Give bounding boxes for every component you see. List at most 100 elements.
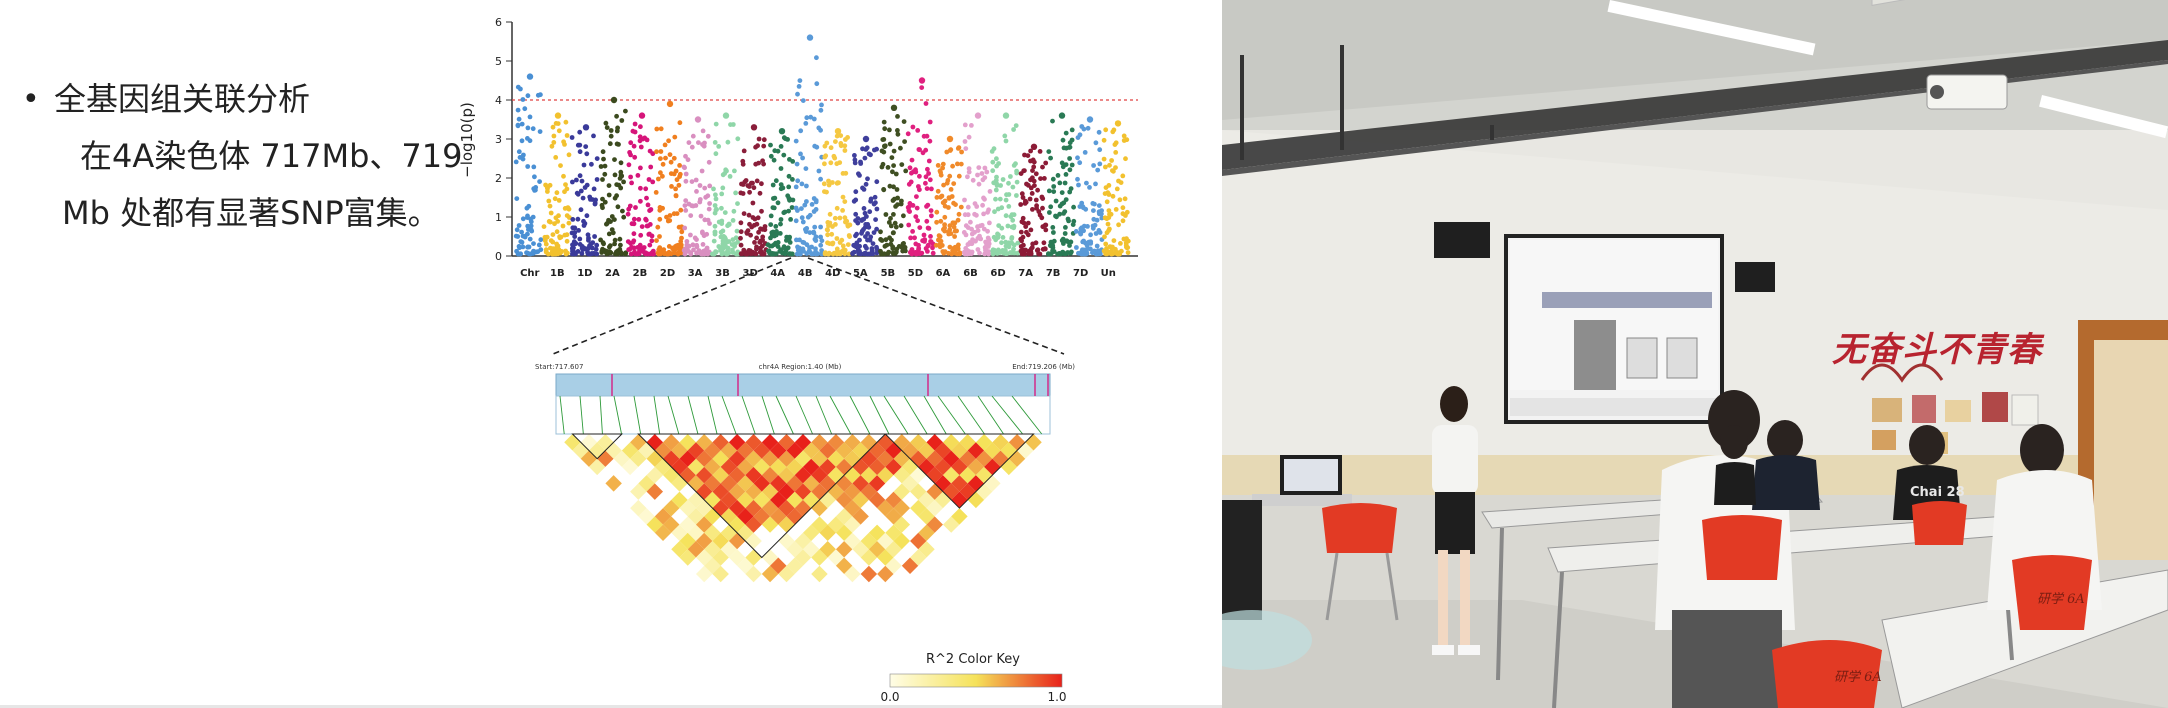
- y-tick-label: 3: [495, 133, 502, 146]
- ceiling-light-2: [2039, 94, 2168, 139]
- manhattan-point: [808, 114, 814, 120]
- x-axis-chromosome-label: 3B: [715, 268, 730, 279]
- manhattan-point: [977, 250, 982, 256]
- manhattan-point: [941, 182, 946, 188]
- manhattan-point: [631, 216, 637, 222]
- manhattan-point: [775, 240, 781, 245]
- manhattan-point: [712, 229, 718, 235]
- manhattan-point: [566, 152, 572, 158]
- manhattan-point: [688, 213, 694, 219]
- manhattan-point: [787, 197, 793, 203]
- manhattan-point: [781, 210, 787, 216]
- manhattan-point: [1103, 249, 1109, 255]
- manhattan-point: [771, 157, 777, 163]
- manhattan-point: [797, 237, 802, 243]
- manhattan-point: [638, 232, 644, 238]
- manhattan-point: [1051, 184, 1057, 189]
- manhattan-point: [924, 218, 930, 224]
- manhattan-point: [906, 222, 912, 228]
- manhattan-point: [1050, 118, 1055, 124]
- manhattan-point: [857, 248, 862, 254]
- manhattan-point: [686, 140, 692, 146]
- manhattan-point: [818, 234, 823, 240]
- manhattan-point: [840, 171, 846, 176]
- snp-connector-line: [923, 395, 947, 435]
- manhattan-point: [678, 207, 684, 213]
- ld-cell: [704, 491, 721, 509]
- manhattan-point: [898, 223, 904, 229]
- y-tick-label: 2: [495, 172, 502, 185]
- manhattan-point: [1076, 182, 1081, 188]
- ld-cell: [918, 442, 935, 459]
- manhattan-point: [811, 229, 816, 235]
- ld-cell: [630, 483, 647, 500]
- manhattan-point: [942, 214, 948, 220]
- screen-bottom: [1510, 398, 1718, 416]
- manhattan-point: [700, 230, 705, 236]
- manhattan-point: [617, 236, 623, 242]
- manhattan-point: [767, 250, 772, 256]
- manhattan-point: [942, 222, 947, 228]
- manhattan-point: [863, 250, 868, 256]
- manhattan-point: [518, 239, 524, 245]
- manhattan-point: [940, 165, 945, 171]
- ld-haplotype-blocks: [571, 433, 1035, 559]
- manhattan-peak-point: [526, 73, 534, 80]
- ld-cell: [770, 442, 787, 459]
- manhattan-point: [1080, 239, 1086, 245]
- manhattan-point: [1007, 241, 1012, 247]
- manhattan-point: [631, 231, 637, 237]
- manhattan-point: [1097, 161, 1103, 167]
- manhattan-point: [798, 128, 804, 134]
- manhattan-point: [891, 148, 897, 154]
- manhattan-point: [1000, 235, 1006, 240]
- manhattan-point: [880, 161, 886, 167]
- manhattan-peak-point: [890, 104, 898, 112]
- ld-cell: [761, 483, 779, 500]
- manhattan-point: [814, 55, 819, 61]
- manhattan-point: [602, 199, 608, 205]
- manhattan-point: [537, 179, 542, 185]
- x-axis-chromosome-label: 2B: [633, 268, 648, 279]
- manhattan-point: [688, 251, 694, 257]
- ld-cell: [621, 442, 639, 459]
- manhattan-point: [907, 165, 913, 171]
- manhattan-point: [671, 171, 677, 177]
- manhattan-point: [1069, 137, 1075, 143]
- manhattan-point: [740, 182, 746, 187]
- projected-chart-2: [1666, 337, 1698, 379]
- manhattan-point: [963, 146, 969, 152]
- manhattan-point: [838, 133, 844, 139]
- manhattan-point: [644, 223, 650, 229]
- manhattan-point: [887, 141, 893, 147]
- ld-cell: [704, 458, 721, 476]
- manhattan-point: [850, 251, 855, 257]
- manhattan-point: [1042, 176, 1047, 181]
- ld-cell: [926, 499, 943, 517]
- manhattan-point: [795, 178, 801, 184]
- manhattan-point: [909, 247, 915, 252]
- manhattan-point: [577, 149, 583, 155]
- snp-connector-line: [559, 395, 565, 435]
- manhattan-point: [760, 251, 766, 257]
- manhattan-point: [1019, 238, 1024, 244]
- manhattan-point: [908, 179, 914, 185]
- manhattan-point: [1116, 222, 1121, 228]
- manhattan-point: [612, 237, 618, 243]
- zoom-line-right: [807, 257, 1065, 355]
- manhattan-point: [933, 242, 939, 248]
- manhattan-point: [683, 208, 689, 213]
- manhattan-point: [812, 236, 818, 242]
- ld-cell: [934, 491, 952, 509]
- door: [2094, 340, 2168, 560]
- snp-connector-line: [991, 395, 1024, 435]
- manhattan-point: [672, 134, 678, 140]
- manhattan-point: [699, 168, 705, 174]
- snp-connector-line: [707, 395, 718, 435]
- manhattan-point: [1071, 204, 1076, 210]
- manhattan-point: [683, 178, 689, 184]
- manhattan-point: [618, 160, 624, 166]
- manhattan-point: [872, 147, 877, 153]
- manhattan-point: [941, 199, 947, 205]
- manhattan-point: [723, 236, 728, 242]
